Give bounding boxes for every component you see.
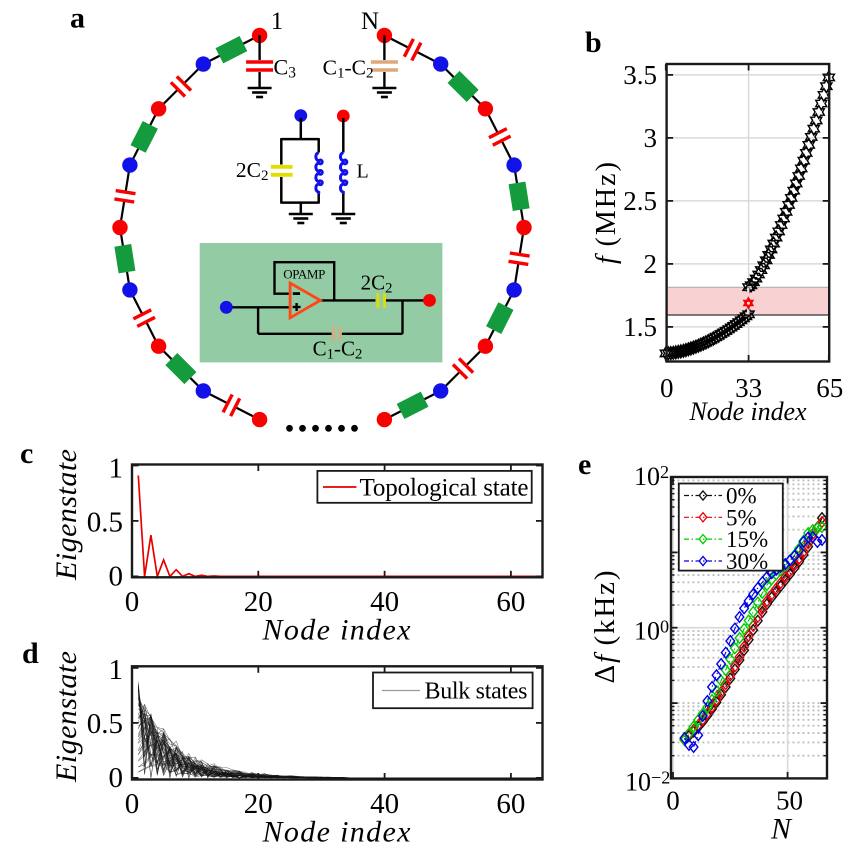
svg-text:20: 20 bbox=[244, 788, 273, 820]
svg-text:3.5: 3.5 bbox=[623, 60, 657, 90]
svg-text:1.5: 1.5 bbox=[623, 312, 657, 342]
svg-text:50: 50 bbox=[776, 786, 803, 816]
svg-text:0.5: 0.5 bbox=[87, 708, 123, 740]
svg-text:d: d bbox=[22, 637, 39, 670]
svg-text:40: 40 bbox=[370, 586, 399, 618]
svg-text:Node index: Node index bbox=[262, 614, 412, 647]
svg-text:0: 0 bbox=[109, 762, 124, 794]
svg-text:0: 0 bbox=[660, 373, 674, 403]
svg-text:0.5: 0.5 bbox=[87, 507, 123, 539]
svg-text:Δf (kHz): Δf (kHz) bbox=[589, 571, 621, 684]
svg-text:e: e bbox=[578, 448, 591, 481]
svg-text:0: 0 bbox=[109, 561, 124, 593]
svg-text:30%: 30% bbox=[726, 549, 768, 574]
svg-text:f (MHz): f (MHz) bbox=[591, 162, 622, 264]
svg-text:0: 0 bbox=[666, 786, 680, 816]
svg-text:15%: 15% bbox=[726, 527, 768, 552]
svg-text:65: 65 bbox=[816, 373, 843, 403]
svg-text:10−2: 10−2 bbox=[625, 767, 670, 796]
svg-text:Node index: Node index bbox=[262, 816, 412, 849]
svg-text:C1-C2: C1-C2 bbox=[323, 56, 374, 82]
svg-text:60: 60 bbox=[496, 788, 525, 820]
svg-text:Eigenstate: Eigenstate bbox=[50, 651, 83, 783]
svg-text:3: 3 bbox=[644, 123, 658, 153]
svg-text:OPAMP: OPAMP bbox=[283, 267, 325, 282]
svg-text:Bulk states: Bulk states bbox=[425, 679, 528, 705]
svg-text:C1-C2: C1-C2 bbox=[313, 337, 363, 363]
svg-text:2.5: 2.5 bbox=[623, 186, 657, 216]
svg-text:1: 1 bbox=[271, 8, 284, 35]
svg-text:Eigenstate: Eigenstate bbox=[50, 449, 83, 581]
svg-text:5%: 5% bbox=[726, 505, 757, 530]
svg-text:1: 1 bbox=[109, 453, 124, 485]
svg-text:0%: 0% bbox=[726, 484, 757, 509]
svg-text:N: N bbox=[361, 8, 379, 35]
svg-text:L: L bbox=[357, 161, 369, 183]
svg-text:N: N bbox=[770, 813, 793, 846]
svg-text:b: b bbox=[585, 26, 602, 59]
svg-text:33: 33 bbox=[735, 373, 762, 403]
svg-text:40: 40 bbox=[370, 788, 399, 820]
svg-text:2: 2 bbox=[644, 249, 658, 279]
svg-text:c: c bbox=[20, 437, 33, 470]
svg-text:0: 0 bbox=[125, 586, 140, 618]
svg-text:0: 0 bbox=[125, 788, 140, 820]
svg-text:Topological state: Topological state bbox=[360, 475, 529, 502]
svg-text:60: 60 bbox=[496, 586, 525, 618]
svg-text:Node index: Node index bbox=[689, 397, 807, 426]
svg-text:20: 20 bbox=[244, 586, 273, 618]
svg-text:a: a bbox=[70, 2, 85, 35]
svg-text:1: 1 bbox=[109, 654, 124, 686]
